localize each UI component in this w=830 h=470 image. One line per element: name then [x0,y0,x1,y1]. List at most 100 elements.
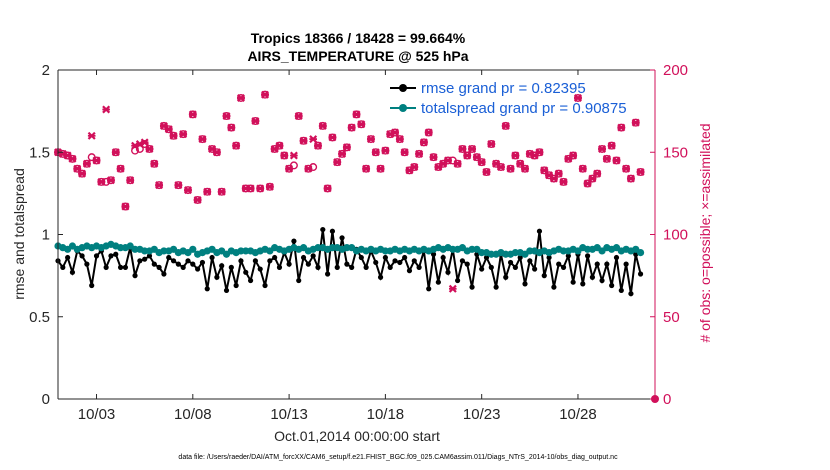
rmse-marker [190,261,196,267]
obs-assimilated-marker [198,135,207,144]
rmse-marker [195,266,201,272]
obs-assimilated-marker [376,164,385,173]
obs-assimilated-marker [111,148,120,157]
rmse-marker [113,251,119,257]
rmse-marker [512,264,518,270]
obs-assimilated-marker [366,135,375,144]
obs-assimilated-marker [265,182,274,191]
rmse-marker [180,264,186,270]
rmse-marker [204,286,210,292]
rmse-marker [406,268,413,274]
rmse-marker [397,259,403,266]
obs-assimilated-marker [164,125,173,134]
rmse-marker [344,261,350,267]
y2-tick-label: 50 [663,309,680,326]
rmse-marker [214,274,220,280]
rmse-marker [604,261,610,267]
rmse-marker [329,228,336,234]
rmse-marker [560,264,567,270]
obs-assimilated-marker [636,168,645,176]
obs-assimilated-marker [631,118,640,127]
obs-possible-marker [131,146,140,155]
rmse-marker [89,282,95,289]
rmse-marker [209,254,215,261]
plot-series [54,90,659,403]
rmse-marker [272,254,278,261]
rmse-marker [223,287,230,294]
obs-assimilated-marker [217,187,226,196]
rmse-marker [426,286,432,292]
rmse-marker [276,264,283,270]
rmse-marker [156,264,162,270]
obs-assimilated-marker [285,164,294,173]
rmse-marker [416,264,422,270]
obs-assimilated-marker [521,164,529,173]
obs-assimilated-marker [578,164,587,173]
obs-assimilated-marker [68,154,77,163]
rmse-marker [483,254,490,261]
chart-subtitle: AIRS_TEMPERATURE @ 525 hPa [247,48,468,64]
rmse-marker [517,254,523,261]
y2-tick-label: 150 [663,144,688,161]
rmse-marker [387,264,393,270]
obs-assimilated-marker [573,93,582,102]
legend-totalspread-label: totalspread grand pr = 0.90875 [421,100,627,117]
rmse-marker [257,266,263,272]
rmse-marker [373,259,379,266]
y2-axis-label: # of obs: o=possible; ×=assimilated [697,123,713,342]
obs-assimilated-marker [626,174,635,183]
legend-rmse-label: rmse grand pr = 0.82395 [421,80,586,97]
obs-assimilated-marker [338,149,347,158]
obs-assimilated-marker [169,131,178,140]
rmse-marker [565,253,571,259]
obs-assimilated-marker [357,120,366,129]
rmse-marker [570,279,576,285]
obs-assimilated-marker [304,164,313,173]
obs-assimilated-marker [415,149,424,158]
obs-possible-marker [135,144,144,153]
rmse-marker [199,259,206,266]
rmse-marker [589,274,596,280]
y2-tick-label: 200 [663,62,688,79]
x-tick-label: 10/08 [174,406,212,423]
obs-assimilated-marker [477,158,486,167]
obs-assimilated-marker [106,176,115,185]
obs-assimilated-marker [569,151,578,160]
obs-assimilated-marker [150,159,159,168]
rmse-marker [599,277,605,284]
y-tick-label: 0 [42,391,50,408]
obs-assimilated-marker [333,158,342,167]
y-tick-label: 1.5 [29,144,50,161]
rmse-marker [334,264,340,270]
obs-assimilated-marker [487,140,496,149]
obs-assimilated-marker [602,154,611,163]
rmse-marker [609,282,615,289]
obs-assimilated-marker [203,187,212,196]
obs-assimilated-marker [371,148,380,157]
rmse-marker [469,284,475,290]
rmse-marker [628,291,634,297]
rmse-marker [325,271,331,277]
y2-tick-label: 0 [663,391,671,408]
obs-assimilated-marker [280,151,289,160]
rmse-marker [580,281,586,287]
rmse-marker [479,266,485,272]
rmse-marker [402,254,408,261]
rmse-marker [238,258,244,264]
rmse-marker [60,264,66,270]
obs-assimilated-marker [92,156,101,165]
rmse-marker [79,253,85,259]
x-tick-label: 10/03 [78,406,116,423]
rmse-marker [411,258,417,264]
obs-assimilated-marker [314,141,322,150]
obs-assimilated-marker [463,151,472,160]
rmse-marker [349,264,355,270]
obs-assimilated-marker [622,164,631,173]
x-axis-label: Oct.01,2014 00:00:00 start [274,428,440,444]
rmse-marker [464,261,470,267]
obs-assimilated-marker [443,156,452,165]
x-tick-label: 10/23 [463,406,501,423]
obs-assimilated-marker [87,131,96,140]
obs-assimilated-marker [535,148,544,157]
rmse-marker [161,271,167,277]
